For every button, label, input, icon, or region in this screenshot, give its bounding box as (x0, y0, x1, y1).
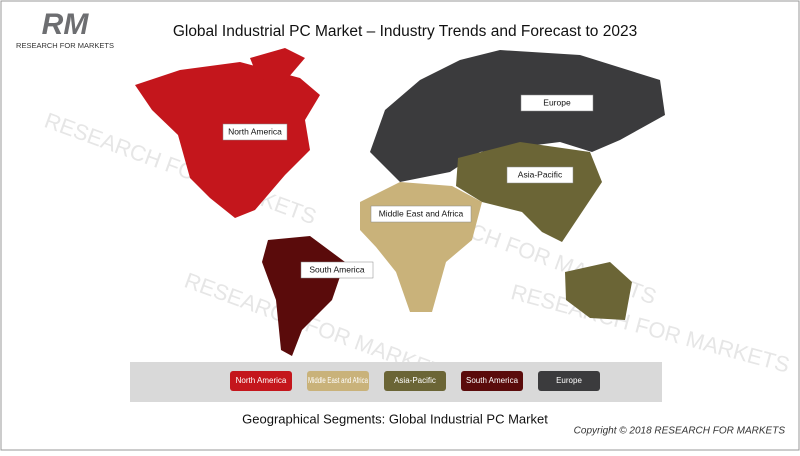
legend-swatch (461, 371, 523, 391)
map-label: Europe (543, 97, 571, 107)
map-label: Asia-Pacific (518, 169, 563, 179)
legend-label: Asia-Pacific (394, 376, 436, 385)
legend-swatch (307, 371, 369, 391)
greenland (250, 48, 305, 85)
label-box (520, 94, 594, 112)
label-box (300, 261, 374, 279)
legend-swatch (538, 371, 600, 391)
legend-label: Europe (556, 376, 582, 385)
legend: North America Middle East and Africa Asia-… (230, 371, 600, 391)
map-label: North America (228, 126, 282, 136)
map-labels: North America Europe Asia-Pacific Middle Ea… (222, 94, 594, 279)
legend-swatch (384, 371, 446, 391)
logo-text: RESEARCH FOR MARKETS (16, 41, 114, 50)
legend-label: North America (236, 376, 287, 385)
label-box (370, 205, 472, 223)
legend-label: South America (466, 376, 519, 385)
logo-letters: RM (42, 8, 90, 41)
title: Global Industrial PC Market – Industry T… (173, 23, 637, 40)
caption: Geographical Segments: Global Industrial… (242, 411, 548, 426)
label-box (222, 123, 288, 141)
europe (370, 50, 665, 182)
map-label: Middle East and Africa (379, 208, 464, 218)
label-box (506, 166, 574, 184)
legend-label: Middle East and Africa (308, 376, 368, 385)
map-label: South America (309, 264, 365, 274)
legend-swatch (230, 371, 292, 391)
copyright: Copyright © 2018 RESEARCH FOR MARKETS (574, 426, 786, 437)
australia (565, 262, 632, 320)
